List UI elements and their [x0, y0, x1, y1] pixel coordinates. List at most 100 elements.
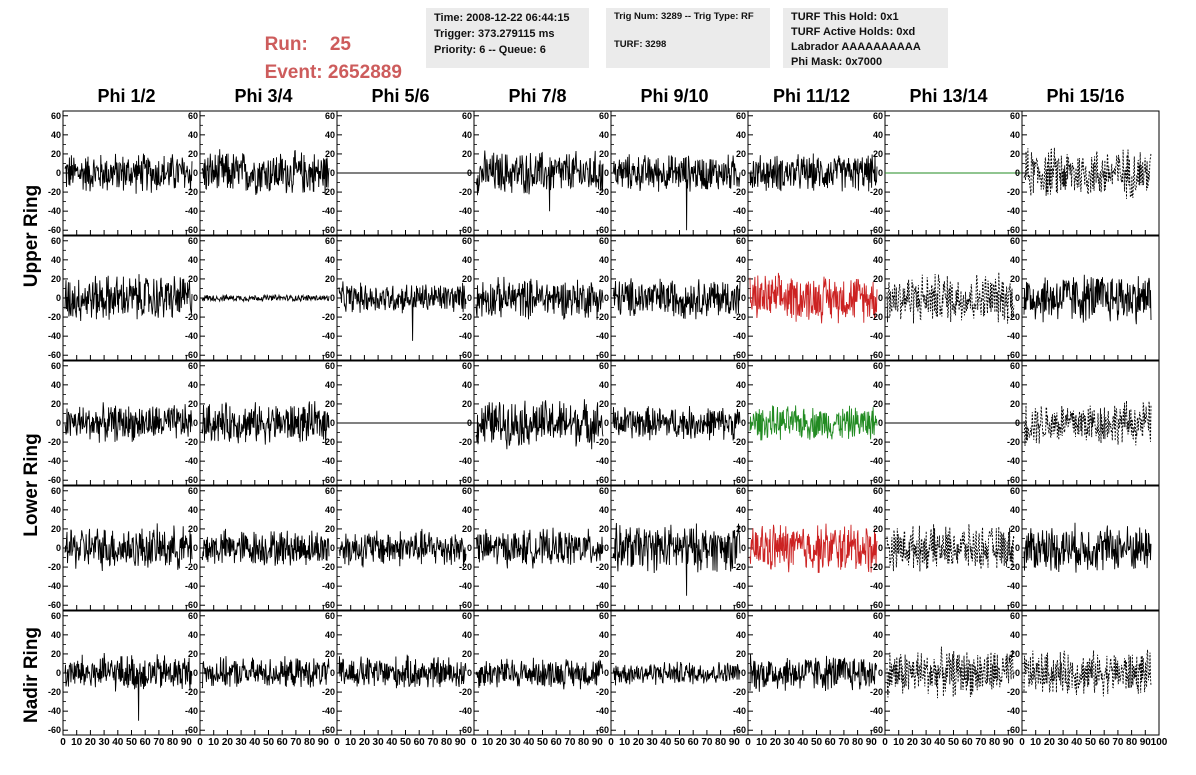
- y-tick-label: -60: [870, 600, 883, 610]
- y-tick-label: 40: [325, 505, 335, 515]
- y-tick-label: -40: [459, 581, 472, 591]
- y-tick-label: -20: [48, 437, 61, 447]
- waveform-trace: [338, 654, 467, 689]
- y-tick-label: 40: [736, 630, 746, 640]
- y-tick-label: -40: [870, 706, 883, 716]
- waveform-trace: [475, 276, 604, 320]
- x-tick-label: 50: [400, 737, 412, 748]
- y-tick-label: 0: [878, 668, 883, 678]
- waveform-trace: [338, 281, 467, 341]
- y-tick-label: 40: [188, 255, 198, 265]
- y-tick-label: -60: [870, 225, 883, 235]
- y-tick-label: 0: [467, 293, 472, 303]
- y-tick-label: -20: [733, 437, 746, 447]
- y-tick-label: 20: [462, 399, 472, 409]
- x-tick-label: 90: [592, 737, 604, 748]
- y-tick-label: -60: [185, 725, 198, 735]
- x-tick-label: 30: [1058, 737, 1070, 748]
- x-tick-label: 40: [1071, 737, 1083, 748]
- y-tick-label: 60: [462, 486, 472, 496]
- y-tick-label: -60: [596, 725, 609, 735]
- y-tick-label: 60: [599, 361, 609, 371]
- waveform-trace: [64, 523, 193, 572]
- y-tick-label: -20: [870, 312, 883, 322]
- y-tick-label: -40: [1007, 706, 1020, 716]
- y-tick-label: -20: [733, 562, 746, 572]
- y-tick-label: -60: [185, 350, 198, 360]
- x-tick-label: 40: [112, 737, 124, 748]
- waveform-trace: [886, 272, 1015, 324]
- x-tick-label: 90: [1140, 737, 1152, 748]
- y-tick-label: 20: [188, 399, 198, 409]
- y-tick-label: -20: [870, 437, 883, 447]
- y-tick-label: -40: [185, 706, 198, 716]
- x-tick-label: 20: [633, 737, 645, 748]
- y-tick-label: -60: [870, 725, 883, 735]
- y-tick-label: 20: [599, 399, 609, 409]
- waveform-trace: [475, 399, 604, 450]
- x-tick-label: 20: [496, 737, 508, 748]
- column-label-phi-13-14: Phi 13/14: [909, 86, 988, 106]
- y-tick-label: 60: [325, 111, 335, 121]
- x-tick-label: 0: [471, 737, 477, 748]
- y-tick-label: 20: [188, 274, 198, 284]
- y-tick-label: -40: [185, 456, 198, 466]
- plot-frame: [884, 235, 1023, 361]
- waveform-trace: [1023, 649, 1152, 697]
- x-tick-label: 10: [619, 737, 631, 748]
- y-tick-label: -20: [459, 687, 472, 697]
- x-tick-label: 10: [482, 737, 494, 748]
- priority-text: Priority: 6 -- Queue: 6: [434, 44, 546, 56]
- y-tick-label: 20: [51, 149, 61, 159]
- y-tick-label: 0: [467, 418, 472, 428]
- y-tick-label: 0: [878, 293, 883, 303]
- y-tick-label: 60: [873, 111, 883, 121]
- column-label-phi-9-10: Phi 9/10: [640, 86, 709, 106]
- x-tick-label: 50: [1085, 737, 1097, 748]
- event-line: Event: 2652889: [254, 40, 402, 84]
- waveform-trace: [201, 528, 330, 566]
- x-tick-label: 30: [373, 737, 385, 748]
- y-tick-label: 40: [1010, 255, 1020, 265]
- y-tick-label: -60: [1007, 225, 1020, 235]
- y-tick-label: 0: [604, 168, 609, 178]
- x-tick-label: 30: [647, 737, 659, 748]
- x-tick-label: 20: [1044, 737, 1056, 748]
- y-tick-label: -20: [1007, 187, 1020, 197]
- x-tick-label: 0: [608, 737, 614, 748]
- x-tick-label: 80: [1126, 737, 1138, 748]
- y-tick-label: 20: [1010, 524, 1020, 534]
- y-tick-label: -40: [870, 206, 883, 216]
- x-tick-label: 60: [277, 737, 289, 748]
- y-tick-label: 60: [188, 111, 198, 121]
- y-tick-label: 0: [330, 293, 335, 303]
- y-tick-label: -20: [733, 187, 746, 197]
- y-tick-label: 0: [1015, 418, 1020, 428]
- waveform-trace: [612, 405, 741, 441]
- y-tick-label: 20: [1010, 274, 1020, 284]
- x-tick-label: 100: [1151, 737, 1168, 748]
- x-tick-label: 40: [660, 737, 672, 748]
- y-tick-label: 60: [51, 486, 61, 496]
- y-tick-label: -20: [459, 187, 472, 197]
- y-tick-label: 0: [330, 168, 335, 178]
- y-tick-label: 40: [599, 505, 609, 515]
- x-tick-label: 30: [921, 737, 933, 748]
- y-tick-label: 60: [599, 611, 609, 621]
- y-tick-label: -40: [459, 456, 472, 466]
- x-tick-label: 20: [907, 737, 919, 748]
- y-tick-label: -40: [322, 331, 335, 341]
- x-tick-label: 0: [334, 737, 340, 748]
- y-tick-label: 60: [599, 111, 609, 121]
- y-tick-label: 0: [878, 418, 883, 428]
- column-label-phi-11-12: Phi 11/12: [772, 86, 851, 106]
- y-tick-label: 40: [325, 255, 335, 265]
- y-tick-label: -20: [733, 312, 746, 322]
- x-tick-label: 30: [784, 737, 796, 748]
- waveform-trace: [612, 522, 741, 596]
- y-tick-label: 0: [741, 668, 746, 678]
- y-tick-label: 60: [51, 611, 61, 621]
- y-tick-label: 0: [604, 293, 609, 303]
- y-tick-label: 20: [325, 649, 335, 659]
